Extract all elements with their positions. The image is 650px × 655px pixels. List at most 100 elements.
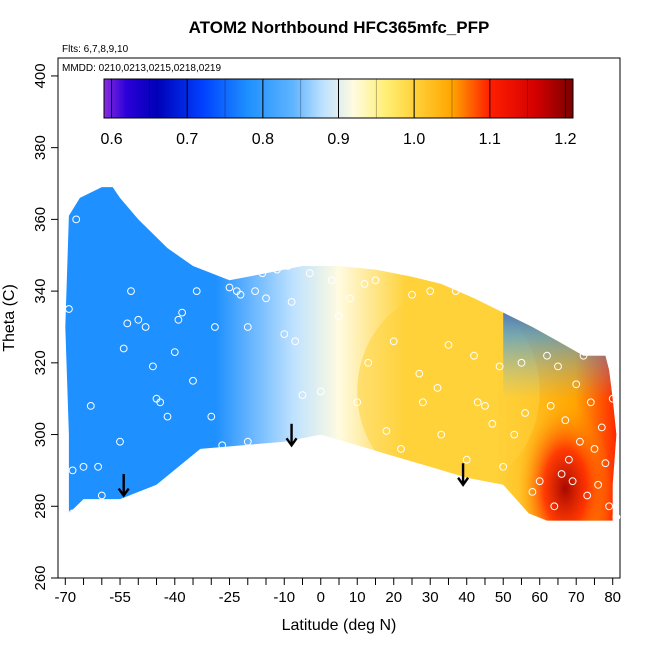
sample-point bbox=[127, 287, 135, 296]
sample-point bbox=[243, 323, 252, 331]
sample-point bbox=[170, 348, 179, 357]
sample-point bbox=[163, 412, 172, 421]
dates-annotation: MMDD: 0210,0213,0215,0218,0219 bbox=[62, 63, 221, 74]
y-tick-label: 280 bbox=[32, 494, 49, 519]
sample-point bbox=[291, 337, 300, 346]
colorbar-tick-label: 0.8 bbox=[252, 131, 274, 148]
flights-annotation: Flts: 6,7,8,9,10 bbox=[62, 44, 129, 55]
sample-point bbox=[408, 290, 416, 299]
colorbar-tick-label: 0.7 bbox=[176, 131, 198, 148]
x-tick-label: -40 bbox=[164, 589, 186, 606]
field-mid-latitude-warm bbox=[357, 291, 540, 492]
sample-point bbox=[65, 305, 73, 313]
chart-title: ATOM2 Northbound HFC365mfc_PFP bbox=[189, 18, 490, 37]
y-tick-label: 300 bbox=[32, 422, 49, 447]
sample-point bbox=[119, 344, 128, 353]
x-tick-label: 0 bbox=[317, 589, 325, 606]
sample-point bbox=[561, 416, 570, 425]
arrow-head bbox=[285, 437, 298, 448]
sample-point bbox=[481, 402, 489, 410]
sample-point bbox=[280, 330, 289, 339]
sample-point bbox=[72, 215, 81, 224]
arrows bbox=[117, 423, 470, 498]
sample-point bbox=[327, 276, 336, 285]
sample-point bbox=[597, 423, 606, 432]
sample-point bbox=[287, 298, 296, 306]
sample-point bbox=[178, 308, 187, 317]
field-upper-cold bbox=[503, 273, 617, 399]
colorbar-tick-label: 1.2 bbox=[554, 131, 576, 148]
sample-point bbox=[86, 402, 95, 410]
x-tick-label: 40 bbox=[458, 589, 475, 606]
colorbar-tick-label: 1.0 bbox=[403, 131, 425, 148]
sample-point bbox=[273, 265, 281, 274]
arrow-head bbox=[117, 487, 130, 498]
sample-points bbox=[65, 215, 621, 521]
colorbar-ticks: 0.6 0.7 0.8 0.9 1.0 1.1 1.2 bbox=[100, 79, 577, 148]
sample-point bbox=[470, 351, 478, 360]
sample-point bbox=[346, 294, 354, 303]
sample-point bbox=[298, 391, 307, 400]
sample-point bbox=[579, 351, 588, 360]
sample-point bbox=[462, 455, 471, 464]
sample-point bbox=[192, 287, 201, 296]
sample-point bbox=[218, 441, 227, 450]
sample-point bbox=[608, 394, 617, 403]
x-axis: -70 -55 -40 -25 -10 0 10 20 30 40 50 60 70 80 bbox=[54, 578, 621, 606]
sample-point bbox=[499, 462, 508, 471]
sample-point bbox=[583, 491, 592, 500]
sample-point bbox=[79, 462, 88, 471]
sample-point bbox=[262, 294, 270, 303]
y-tick-label: 320 bbox=[32, 350, 49, 375]
sample-point bbox=[546, 402, 555, 410]
y-tick-label: 260 bbox=[32, 565, 49, 590]
sample-point bbox=[305, 269, 314, 278]
sample-point bbox=[437, 430, 446, 439]
x-axis-label: Latitude (deg N) bbox=[282, 617, 397, 634]
sample-point bbox=[382, 427, 391, 435]
sample-point bbox=[444, 341, 453, 349]
x-tick-label: -25 bbox=[219, 589, 241, 606]
colorbar-tick-label: 1.1 bbox=[479, 131, 501, 148]
sample-point bbox=[189, 376, 197, 385]
x-tick-label: 50 bbox=[495, 589, 512, 606]
sample-point bbox=[360, 280, 369, 288]
sample-point bbox=[594, 480, 602, 489]
x-tick-label: 80 bbox=[604, 589, 621, 606]
x-tick-label: 60 bbox=[531, 589, 548, 606]
sample-point bbox=[207, 412, 216, 421]
sample-point bbox=[535, 477, 544, 486]
sample-point bbox=[572, 380, 581, 389]
x-tick-label: 30 bbox=[422, 589, 439, 606]
sample-point bbox=[550, 502, 559, 511]
sample-point bbox=[335, 312, 343, 321]
sample-point bbox=[451, 287, 460, 296]
sample-point bbox=[510, 430, 519, 439]
x-tick-label: -10 bbox=[273, 589, 295, 606]
y-tick-label: 360 bbox=[32, 207, 49, 232]
sample-point bbox=[565, 455, 573, 464]
sample-point bbox=[353, 398, 362, 407]
sample-point bbox=[364, 358, 373, 367]
sample-point bbox=[488, 419, 497, 428]
arrow-head bbox=[457, 477, 470, 487]
x-tick-label: 10 bbox=[349, 589, 366, 606]
sample-point bbox=[141, 323, 150, 331]
sample-point bbox=[601, 459, 610, 468]
sample-point bbox=[159, 480, 168, 489]
x-tick-label: 20 bbox=[385, 589, 402, 606]
sample-point bbox=[415, 369, 424, 378]
y-tick-label: 340 bbox=[32, 279, 49, 304]
sample-point bbox=[97, 491, 106, 500]
sample-point bbox=[543, 351, 551, 360]
colorbar-tick-label: 0.6 bbox=[100, 131, 122, 148]
sample-point bbox=[258, 269, 267, 278]
sample-point bbox=[174, 315, 183, 324]
sample-point bbox=[68, 509, 77, 518]
sample-point bbox=[495, 362, 504, 371]
sample-point bbox=[371, 276, 380, 285]
sample-point bbox=[225, 283, 234, 292]
sample-point bbox=[605, 502, 613, 511]
